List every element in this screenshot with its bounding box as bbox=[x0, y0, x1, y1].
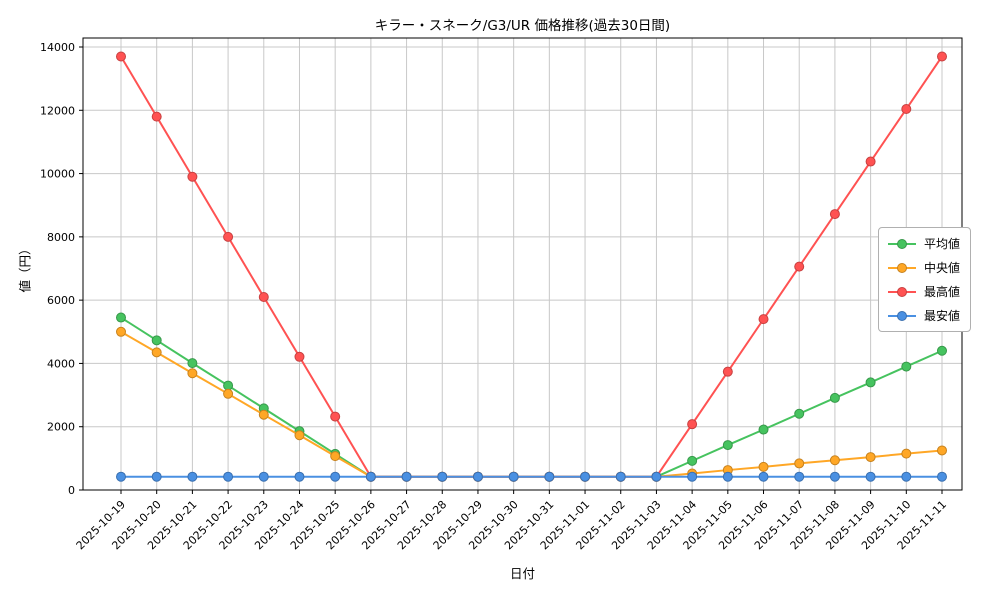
data-point-marker bbox=[758, 471, 769, 482]
data-point-marker bbox=[116, 471, 126, 482]
data-point-marker bbox=[151, 111, 162, 122]
x-axis-label: 日付 bbox=[509, 566, 535, 581]
data-point-marker bbox=[187, 358, 198, 369]
legend-line-marker-icon bbox=[888, 262, 916, 273]
series-line bbox=[120, 55, 943, 478]
chart-title: キラー・スネーク/G3/UR 価格推移(過去30日間) bbox=[374, 18, 671, 34]
series-line bbox=[120, 316, 943, 478]
legend-label-max: 最高値 bbox=[924, 285, 961, 299]
y-axis-label: 値（円） bbox=[17, 242, 33, 293]
data-point-marker bbox=[794, 261, 805, 272]
data-point-marker bbox=[829, 455, 840, 466]
data-point-marker bbox=[865, 377, 876, 388]
data-point-marker bbox=[865, 471, 876, 482]
data-point-marker bbox=[937, 471, 947, 482]
data-point-marker bbox=[365, 471, 376, 482]
data-point-marker bbox=[794, 408, 805, 419]
data-point-marker bbox=[223, 471, 234, 482]
y-tick-label: 10000 bbox=[40, 168, 75, 181]
data-point-marker bbox=[294, 430, 305, 441]
legend-label-min: 最安値 bbox=[924, 309, 961, 323]
data-point-marker bbox=[937, 51, 947, 62]
data-point-marker bbox=[294, 471, 305, 482]
chart-legend: 平均値 中央値 最高値 最安値 bbox=[878, 227, 972, 332]
data-point-marker bbox=[829, 392, 840, 403]
data-point-marker bbox=[187, 471, 198, 482]
y-tick-label: 8000 bbox=[47, 231, 75, 244]
data-point-marker bbox=[865, 452, 876, 463]
data-point-marker bbox=[580, 471, 591, 482]
data-point-marker bbox=[330, 411, 341, 422]
data-point-marker bbox=[472, 471, 483, 482]
data-point-marker bbox=[758, 461, 769, 472]
data-point-marker bbox=[258, 291, 269, 302]
data-point-marker bbox=[330, 471, 341, 482]
data-point-marker bbox=[437, 471, 448, 482]
data-point-marker bbox=[901, 104, 912, 115]
data-point-marker bbox=[758, 314, 769, 325]
y-tick-label: 2000 bbox=[47, 421, 75, 434]
data-point-marker bbox=[829, 209, 840, 220]
data-point-marker bbox=[116, 51, 126, 62]
data-point-marker bbox=[223, 388, 234, 399]
data-point-marker bbox=[151, 347, 162, 358]
data-point-marker bbox=[615, 471, 626, 482]
data-point-marker bbox=[187, 368, 198, 379]
data-point-marker bbox=[116, 312, 126, 323]
data-point-marker bbox=[865, 156, 876, 167]
data-point-marker bbox=[151, 471, 162, 482]
y-tick-label: 12000 bbox=[40, 104, 75, 117]
legend-item-median: 中央値 bbox=[887, 259, 960, 276]
data-point-marker bbox=[722, 366, 733, 377]
y-tick-label: 4000 bbox=[47, 357, 75, 370]
data-point-marker bbox=[258, 471, 269, 482]
legend-line-marker-icon bbox=[888, 286, 916, 297]
data-point-marker bbox=[901, 361, 912, 372]
legend-item-average: 平均値 bbox=[887, 235, 960, 252]
data-point-marker bbox=[758, 424, 769, 435]
data-point-marker bbox=[722, 440, 733, 451]
legend-item-min: 最安値 bbox=[887, 307, 960, 324]
legend-line-marker-icon bbox=[888, 238, 916, 249]
data-point-marker bbox=[330, 451, 341, 462]
data-point-marker bbox=[151, 335, 162, 346]
data-point-marker bbox=[258, 409, 269, 420]
data-point-marker bbox=[829, 471, 840, 482]
data-point-marker bbox=[687, 471, 698, 482]
data-point-marker bbox=[116, 326, 126, 337]
data-point-marker bbox=[937, 445, 947, 456]
data-point-marker bbox=[187, 171, 198, 182]
legend-label-median: 中央値 bbox=[924, 261, 961, 275]
y-tick-label: 14000 bbox=[40, 41, 75, 54]
data-point-marker bbox=[294, 351, 305, 362]
data-point-marker bbox=[544, 471, 555, 482]
data-point-marker bbox=[508, 471, 519, 482]
data-point-marker bbox=[722, 471, 733, 482]
legend-item-max: 最高値 bbox=[887, 283, 960, 300]
data-point-marker bbox=[687, 455, 698, 466]
data-point-marker bbox=[401, 471, 412, 482]
legend-label-average: 平均値 bbox=[924, 237, 961, 251]
data-point-marker bbox=[794, 458, 805, 469]
y-tick-label: 0 bbox=[68, 484, 75, 497]
data-point-marker bbox=[901, 471, 912, 482]
data-point-marker bbox=[223, 380, 234, 391]
data-point-marker bbox=[937, 345, 947, 356]
data-point-marker bbox=[794, 471, 805, 482]
legend-line-marker-icon bbox=[888, 310, 916, 321]
data-point-marker bbox=[687, 419, 698, 430]
data-point-marker bbox=[651, 471, 662, 482]
plot-border bbox=[82, 37, 963, 491]
data-point-marker bbox=[901, 448, 912, 459]
data-point-marker bbox=[223, 231, 234, 242]
y-tick-label: 6000 bbox=[47, 294, 75, 307]
